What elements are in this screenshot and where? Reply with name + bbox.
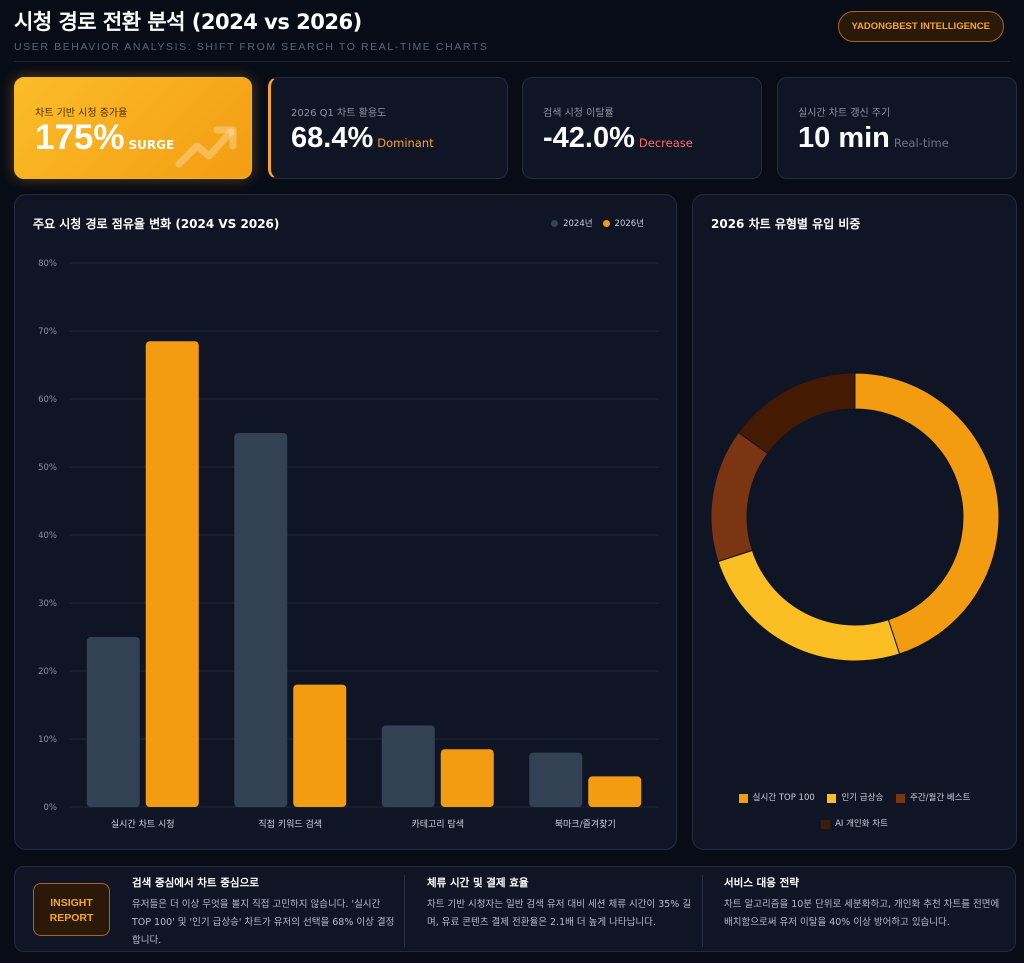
insight-body: 차트 기반 시청자는 일반 검색 유저 대비 세션 체류 시간이 35% 길며,… — [427, 899, 692, 928]
kpi-number: 10 min — [798, 122, 890, 154]
y-tick-label: 70% — [38, 327, 57, 337]
y-tick-label: 80% — [38, 259, 57, 269]
insight-body: 차트 알고리즘을 10분 단위로 세분화하고, 개인화 추천 차트를 전면에 배… — [724, 899, 1000, 928]
legend-label: 인기 급상승 — [841, 793, 884, 803]
kpi-label: 차트 기반 시청 증가율 — [35, 108, 128, 119]
legend-label: 2026년 — [614, 219, 644, 229]
bar-2024 — [381, 725, 435, 807]
legend-label: 주간/월간 베스트 — [910, 793, 971, 803]
donut-slice — [737, 372, 856, 455]
x-tick-label: 카테고리 탐색 — [411, 818, 464, 830]
kpi-label: 검색 시청 이탈률 — [543, 108, 614, 119]
kpi-value: -42.0% Decrease — [543, 122, 693, 155]
donut-legend-item[interactable]: AI 개인화 차트 — [821, 813, 888, 836]
y-tick-label: 60% — [38, 395, 57, 405]
insight-report-badge: INSIGHT REPORT — [33, 883, 110, 936]
kpi-value: 10 min Real-time — [798, 122, 949, 155]
legend-item-2024[interactable]: 2024년 — [551, 217, 593, 229]
insight-title: 검색 중심에서 차트 중심으로 — [132, 877, 259, 889]
bar-chart: 0% 10% 20% 30% 40% 50% 60% 70% 80% 실시간 차트 시청 직접 키워… — [38, 259, 659, 830]
kpi-card-refresh-cycle: 실시간 차트 갱신 주기 10 min Real-time — [777, 77, 1017, 179]
kpi-value: 68.4% Dominant — [291, 122, 434, 155]
donut-slice — [854, 372, 1000, 655]
y-tick-label: 20% — [38, 667, 57, 677]
insight-title: 서비스 대응 전략 — [724, 877, 799, 889]
x-tick-label: 실시간 차트 시청 — [111, 818, 175, 830]
kpi-number: -42.0% — [543, 122, 635, 154]
bar-2024 — [529, 752, 583, 807]
kpi-number: 68.4% — [291, 122, 374, 154]
kpi-label: 2026 Q1 차트 활용도 — [291, 108, 387, 119]
badge-line: REPORT — [49, 912, 94, 924]
legend-swatch — [821, 820, 831, 829]
donut-chart-panel: 2026 차트 유형별 유입 비중 실시간 TOP 100 인기 급상승 주간/… — [692, 194, 1017, 850]
divider — [702, 875, 703, 947]
donut-legend: 실시간 TOP 100 인기 급상승 주간/월간 베스트 AI 개인화 차트 — [693, 787, 1016, 839]
bar-2026 — [293, 684, 347, 807]
insight-body: 유저들은 더 이상 무엇을 볼지 직접 고민하지 않습니다. '실시간 TOP … — [132, 899, 395, 946]
legend-label: 실시간 TOP 100 — [752, 793, 815, 803]
page-subtitle: USER BEHAVIOR ANALYSIS: SHIFT FROM SEARC… — [14, 41, 489, 53]
legend-swatch — [896, 794, 905, 803]
bar-2026 — [588, 776, 642, 807]
x-tick-label: 직접 키워드 검색 — [258, 818, 322, 830]
insight-report-panel: INSIGHT REPORT 검색 중심에서 차트 중심으로 유저들은 더 이상… — [14, 866, 1016, 952]
legend-swatch — [738, 794, 748, 803]
donut-chart — [710, 372, 1000, 662]
insight-title: 체류 시간 및 결제 효율 — [427, 877, 529, 889]
kpi-card-chart-growth: 차트 기반 시청 증가율 175% SURGE — [14, 77, 252, 179]
donut-legend-item[interactable]: 실시간 TOP 100 — [738, 787, 815, 810]
insight-column: 서비스 대응 전략 차트 알고리즘을 10분 단위로 세분화하고, 개인화 추천… — [724, 875, 1006, 932]
legend-swatch — [602, 219, 610, 227]
legend-swatch — [551, 219, 559, 227]
bar-2026 — [145, 341, 199, 807]
donut-slice — [710, 431, 769, 563]
y-tick-label: 30% — [38, 599, 57, 609]
page-title: 시청 경로 전환 분석 (2024 vs 2026) — [14, 10, 362, 34]
bar-chart-title: 주요 시청 경로 점유율 변화 (2024 VS 2026) — [33, 217, 280, 231]
kpi-sub-label: SURGE — [128, 138, 175, 152]
kpi-sub-label: Decrease — [638, 136, 693, 150]
page-header: 시청 경로 전환 분석 (2024 vs 2026) USER BEHAVIOR… — [14, 6, 1010, 62]
insight-column: 체류 시간 및 결제 효율 차트 기반 시청자는 일반 검색 유저 대비 세션 … — [427, 875, 697, 932]
donut-legend-item[interactable]: 인기 급상승 — [827, 787, 883, 810]
bar-2026 — [440, 749, 494, 807]
y-tick-label: 50% — [38, 463, 57, 473]
donut-legend-item[interactable]: 주간/월간 베스트 — [896, 787, 970, 810]
donut-slice — [717, 549, 901, 662]
kpi-card-chart-usage: 2026 Q1 차트 활용도 68.4% Dominant — [268, 77, 508, 179]
y-tick-label: 10% — [38, 735, 57, 745]
x-tick-label: 북마크/즐겨찾기 — [555, 819, 616, 830]
kpi-sub-label: Real-time — [893, 136, 949, 150]
kpi-sub-label: Dominant — [377, 136, 434, 150]
bar-2024 — [234, 433, 288, 807]
kpi-card-search-churn: 검색 시청 이탈률 -42.0% Decrease — [522, 77, 762, 179]
kpi-number: 175% — [35, 118, 125, 157]
divider — [404, 875, 405, 947]
y-tick-label: 0% — [44, 803, 58, 813]
trend-up-icon — [175, 126, 237, 168]
bar-chart-legend: 2024년 2026년 — [551, 217, 644, 229]
kpi-label: 실시간 차트 갱신 주기 — [798, 108, 891, 119]
brand-badge[interactable]: YADONGBEST INTELLIGENCE — [837, 11, 1004, 42]
legend-item-2026[interactable]: 2026년 — [602, 217, 644, 229]
legend-label: AI 개인화 차트 — [835, 819, 888, 829]
bar-chart-panel: 주요 시청 경로 점유율 변화 (2024 VS 2026) 2024년 202… — [14, 194, 677, 850]
badge-line: INSIGHT — [50, 897, 93, 909]
donut-chart-title: 2026 차트 유형별 유입 비중 — [711, 217, 861, 231]
insight-column: 검색 중심에서 차트 중심으로 유저들은 더 이상 무엇을 볼지 직접 고민하지… — [132, 875, 402, 950]
kpi-value: 175% SURGE — [35, 118, 174, 158]
legend-label: 2024년 — [563, 219, 593, 229]
y-tick-label: 40% — [38, 531, 57, 541]
bar-2024 — [86, 637, 140, 807]
legend-swatch — [827, 794, 837, 803]
